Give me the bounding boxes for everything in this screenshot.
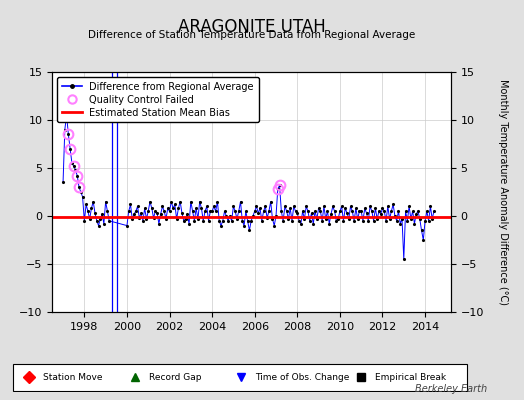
Text: ARAGONITE UTAH: ARAGONITE UTAH [178,18,325,36]
Text: Time of Obs. Change: Time of Obs. Change [255,372,350,382]
Text: Berkeley Earth: Berkeley Earth [415,384,487,394]
Text: Station Move: Station Move [43,372,102,382]
Text: Difference of Station Temperature Data from Regional Average: Difference of Station Temperature Data f… [88,30,415,40]
Text: Empirical Break: Empirical Break [375,372,446,382]
Legend: Difference from Regional Average, Quality Control Failed, Estimated Station Mean: Difference from Regional Average, Qualit… [57,77,259,122]
Text: Record Gap: Record Gap [149,372,201,382]
Y-axis label: Monthly Temperature Anomaly Difference (°C): Monthly Temperature Anomaly Difference (… [498,79,508,305]
FancyBboxPatch shape [13,364,467,390]
